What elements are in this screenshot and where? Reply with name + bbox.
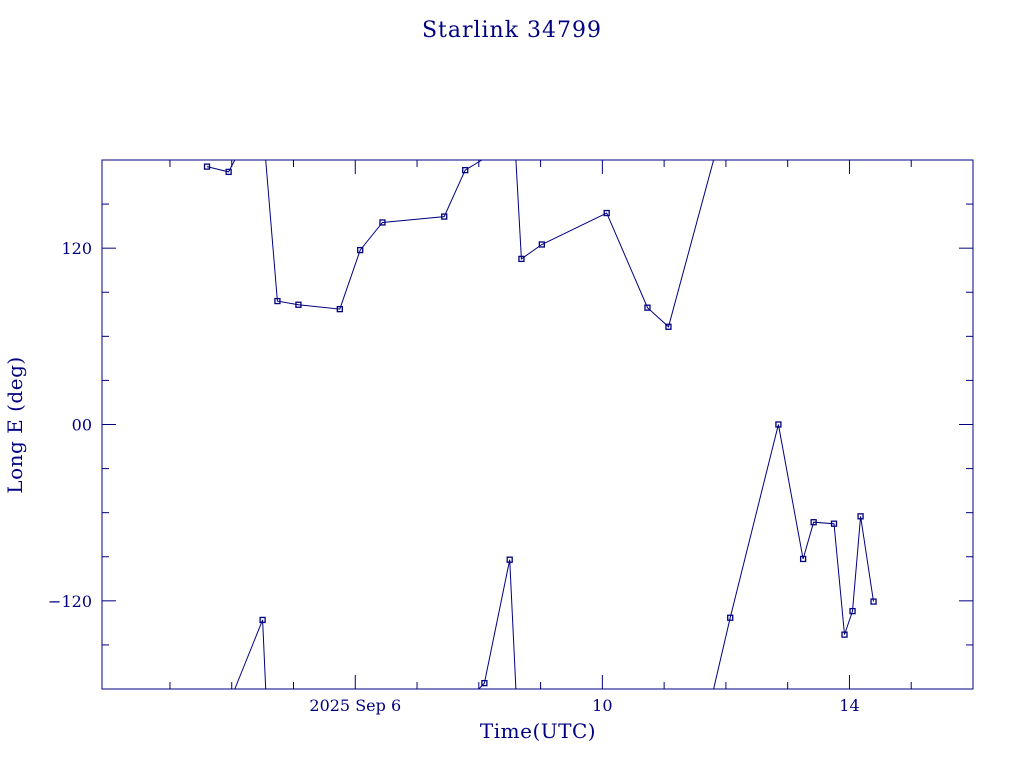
data-point — [727, 614, 734, 621]
data-point — [441, 213, 448, 220]
data-point — [644, 304, 651, 311]
y-axis-label: Long E (deg) — [3, 356, 27, 493]
x-tick-label: 14 — [839, 696, 859, 715]
series-line — [515, 159, 715, 328]
series-line — [478, 559, 517, 690]
data-point — [857, 513, 864, 520]
series-segment-2 — [265, 159, 483, 313]
y-tick-label: −120 — [48, 592, 92, 611]
data-point — [274, 297, 281, 305]
data-point — [336, 305, 343, 313]
series-layer — [203, 159, 877, 690]
series-segment-4 — [234, 616, 267, 690]
data-point — [379, 219, 386, 226]
x-tick-label: 10 — [592, 696, 612, 715]
data-point — [506, 556, 513, 563]
x-axis-label: Time(UTC) — [480, 719, 596, 743]
data-point — [225, 168, 232, 176]
series-segment-5 — [478, 556, 517, 690]
series-segment-1 — [203, 159, 236, 176]
series-line — [265, 159, 483, 310]
data-point — [538, 241, 545, 248]
series-line — [713, 424, 874, 690]
x-tick-label: 2025 Sep 6 — [309, 696, 401, 715]
data-point — [810, 519, 817, 526]
series-line — [234, 619, 267, 690]
data-point — [665, 323, 672, 330]
y-tick-label: 00 — [72, 416, 92, 435]
data-point — [775, 421, 782, 428]
series-segment-3 — [515, 159, 715, 330]
data-point — [870, 598, 877, 605]
data-point — [830, 520, 838, 527]
chart-title: Starlink 34799 — [422, 18, 602, 43]
data-point — [295, 301, 302, 308]
x-tick-labels: 2025 Sep 6 10 14 — [309, 696, 859, 715]
data-point — [849, 607, 856, 615]
data-point — [203, 163, 211, 170]
series-line — [206, 159, 236, 173]
data-point — [603, 209, 610, 217]
data-point — [841, 631, 848, 638]
data-point — [481, 679, 488, 687]
y-tick-label: 120 — [61, 239, 92, 258]
data-point — [259, 616, 266, 624]
data-point — [518, 255, 525, 263]
y-tick-labels: 120 00 −120 — [48, 239, 92, 611]
data-point — [799, 555, 807, 563]
data-point — [462, 166, 469, 174]
series-segment-6 — [713, 421, 877, 690]
data-point — [357, 246, 364, 254]
